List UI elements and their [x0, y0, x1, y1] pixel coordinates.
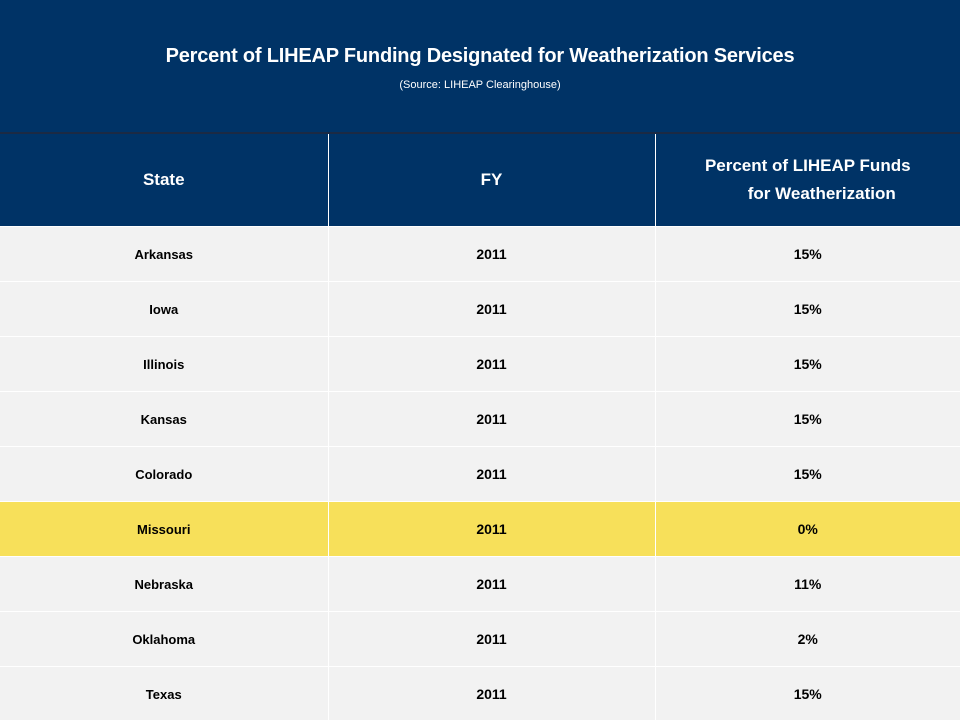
percent-cell: 15% [654, 336, 960, 392]
percent-cell: 2% [654, 611, 960, 667]
percent-cell: 15% [654, 446, 960, 502]
percent-cell: 0% [654, 501, 960, 557]
table-row: Iowa 2011 15% [0, 281, 960, 337]
percent-cell: 11% [654, 556, 960, 612]
fy-cell: 2011 [327, 556, 656, 612]
fy-cell: 2011 [327, 611, 656, 667]
slide-title: Percent of LIHEAP Funding Designated for… [165, 45, 795, 67]
table-header-row: State FY Percent of LIHEAP Funds for Wea… [0, 134, 960, 227]
fy-cell: 2011 [327, 391, 656, 447]
fy-cell: 2011 [327, 666, 656, 720]
state-cell: Oklahoma [0, 611, 329, 667]
table-row: Texas 2011 15% [0, 666, 960, 720]
percent-cell: 15% [654, 666, 960, 720]
title-band: Percent of LIHEAP Funding Designated for… [0, 0, 960, 134]
fy-cell: 2011 [327, 446, 656, 502]
percent-cell: 15% [654, 281, 960, 337]
column-header-fy: FY [327, 134, 656, 227]
table-row: Oklahoma 2011 2% [0, 611, 960, 667]
funding-table: State FY Percent of LIHEAP Funds for Wea… [0, 134, 960, 720]
percent-cell: 15% [654, 226, 960, 282]
state-cell: Arkansas [0, 226, 329, 282]
state-cell: Nebraska [0, 556, 329, 612]
fy-cell: 2011 [327, 226, 656, 282]
fy-cell: 2011 [327, 281, 656, 337]
table-row: Nebraska 2011 11% [0, 556, 960, 612]
column-header-percent-line1: Percent of LIHEAP Funds [704, 156, 911, 175]
state-cell: Colorado [0, 446, 329, 502]
table-row: Kansas 2011 15% [0, 391, 960, 447]
state-cell: Missouri [0, 501, 329, 557]
table-row: Illinois 2011 15% [0, 336, 960, 392]
source-note: (Source: LIHEAP Clearinghouse) [399, 79, 561, 91]
table-row: Colorado 2011 15% [0, 446, 960, 502]
column-header-percent: Percent of LIHEAP Funds for Weatherizati… [654, 134, 960, 227]
state-cell: Texas [0, 666, 329, 720]
fy-cell: 2011 [327, 336, 656, 392]
state-cell: Iowa [0, 281, 329, 337]
state-cell: Kansas [0, 391, 329, 447]
table-row: Arkansas 2011 15% [0, 226, 960, 282]
column-header-state: State [0, 134, 329, 227]
table-row-highlighted: Missouri 2011 0% [0, 501, 960, 557]
fy-cell: 2011 [327, 501, 656, 557]
column-header-percent-line2: for Weatherization [747, 184, 896, 203]
state-cell: Illinois [0, 336, 329, 392]
percent-cell: 15% [654, 391, 960, 447]
